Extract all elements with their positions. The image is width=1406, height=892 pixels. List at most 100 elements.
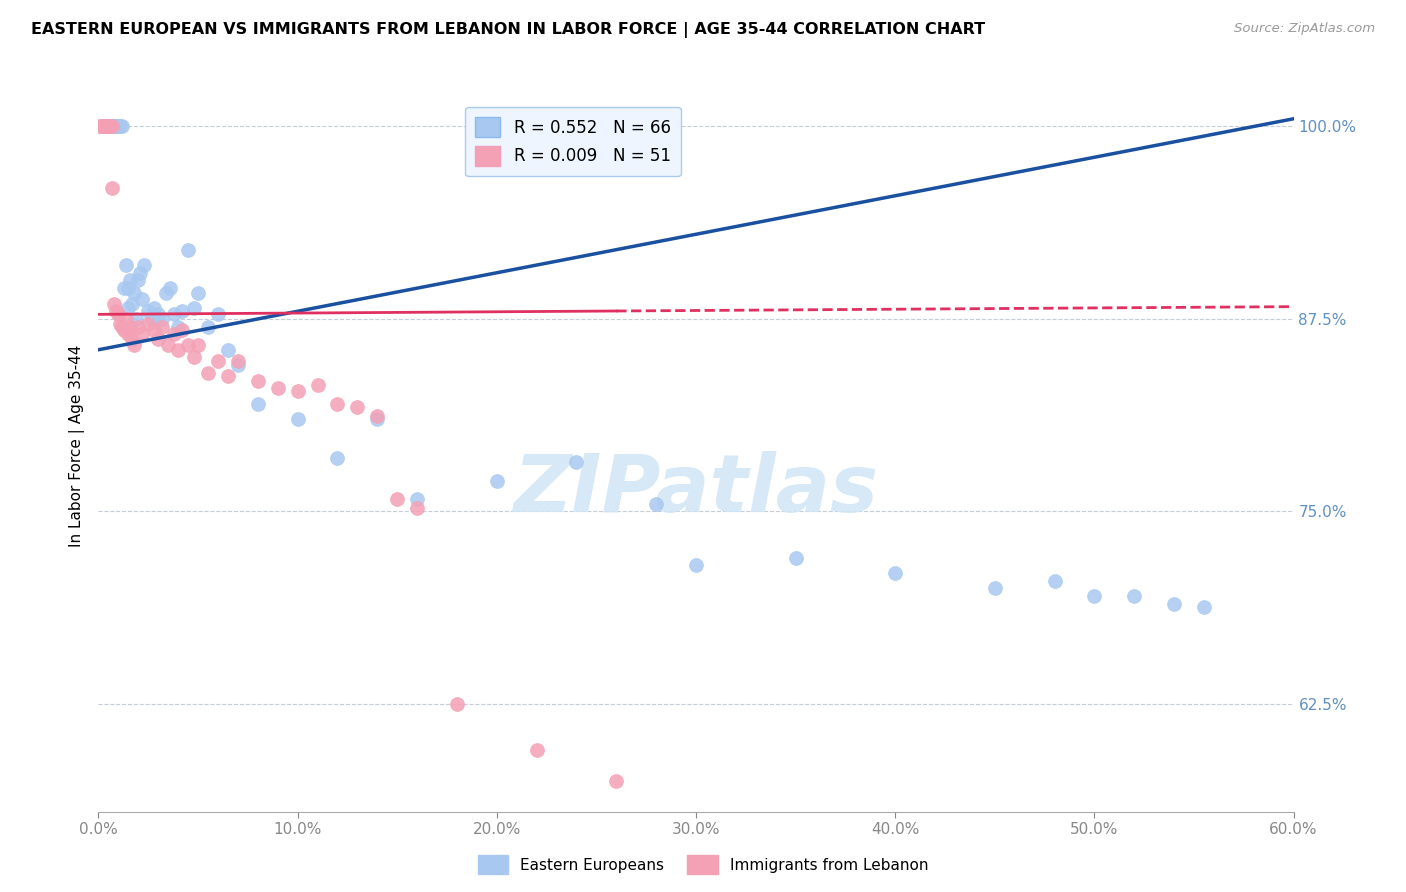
Point — [526, 743, 548, 757]
Point — [645, 497, 668, 511]
Y-axis label: In Labor Force | Age 35-44: In Labor Force | Age 35-44 — [69, 345, 84, 547]
Point — [124, 338, 146, 352]
Point — [105, 120, 128, 134]
Point — [93, 120, 115, 134]
Point — [112, 323, 135, 337]
Point — [97, 120, 120, 134]
Point — [172, 323, 194, 337]
Point — [107, 120, 129, 134]
Point — [110, 120, 132, 134]
Point — [1192, 599, 1215, 614]
Point — [287, 412, 309, 426]
Point — [217, 368, 239, 383]
Point — [110, 317, 132, 331]
Point — [98, 120, 122, 134]
Point — [127, 319, 149, 334]
Point — [97, 120, 120, 134]
Point — [287, 384, 309, 399]
Point — [129, 266, 152, 280]
Point — [97, 120, 120, 134]
Point — [187, 285, 209, 300]
Point — [136, 317, 159, 331]
Point — [163, 307, 186, 321]
Point — [127, 273, 149, 287]
Point — [177, 243, 200, 257]
Point — [446, 697, 468, 711]
Text: ZIPatlas: ZIPatlas — [513, 450, 879, 529]
Point — [326, 397, 349, 411]
Point — [125, 312, 148, 326]
Point — [785, 550, 807, 565]
Point — [1083, 589, 1105, 603]
Point — [884, 566, 907, 580]
Point — [163, 327, 186, 342]
Point — [148, 332, 170, 346]
Point — [131, 327, 153, 342]
Point — [98, 120, 122, 134]
Point — [226, 353, 249, 368]
Point — [120, 273, 142, 287]
Point — [187, 338, 209, 352]
Point — [89, 120, 111, 134]
Point — [207, 307, 229, 321]
Point — [96, 120, 118, 134]
Point — [134, 258, 156, 272]
Point — [121, 332, 143, 346]
Point — [605, 773, 627, 788]
Point — [246, 397, 269, 411]
Point — [307, 378, 329, 392]
Point — [98, 120, 122, 134]
Point — [120, 319, 142, 334]
Legend: R = 0.552   N = 66, R = 0.009   N = 51: R = 0.552 N = 66, R = 0.009 N = 51 — [465, 107, 681, 176]
Point — [115, 258, 138, 272]
Point — [101, 120, 124, 134]
Point — [101, 120, 124, 134]
Point — [685, 558, 707, 573]
Point — [148, 307, 170, 321]
Point — [93, 120, 115, 134]
Point — [117, 327, 139, 342]
Point — [217, 343, 239, 357]
Point — [167, 343, 190, 357]
Point — [91, 120, 114, 134]
Point — [143, 301, 166, 315]
Point — [565, 455, 588, 469]
Point — [197, 366, 219, 380]
Point — [984, 582, 1007, 596]
Point — [107, 120, 129, 134]
Point — [105, 304, 128, 318]
Point — [246, 374, 269, 388]
Point — [155, 285, 177, 300]
Point — [207, 353, 229, 368]
Point — [103, 296, 125, 310]
Point — [107, 307, 129, 321]
Point — [117, 301, 139, 315]
Point — [111, 120, 134, 134]
Point — [385, 492, 409, 507]
Point — [96, 120, 118, 134]
Point — [366, 412, 388, 426]
Point — [89, 120, 111, 134]
Point — [326, 450, 349, 465]
Point — [172, 304, 194, 318]
Point — [105, 120, 128, 134]
Point — [112, 281, 135, 295]
Point — [1123, 589, 1146, 603]
Text: Source: ZipAtlas.com: Source: ZipAtlas.com — [1234, 22, 1375, 36]
Point — [124, 285, 146, 300]
Point — [1043, 574, 1066, 588]
Point — [197, 319, 219, 334]
Point — [485, 474, 508, 488]
Text: EASTERN EUROPEAN VS IMMIGRANTS FROM LEBANON IN LABOR FORCE | AGE 35-44 CORRELATI: EASTERN EUROPEAN VS IMMIGRANTS FROM LEBA… — [31, 22, 986, 38]
Point — [121, 296, 143, 310]
Point — [117, 281, 139, 295]
Point — [157, 338, 180, 352]
Point — [167, 319, 190, 334]
Point — [93, 120, 115, 134]
Point — [91, 120, 114, 134]
Point — [131, 292, 153, 306]
Point — [183, 301, 205, 315]
Point — [143, 323, 166, 337]
Point — [1163, 597, 1185, 611]
Point — [346, 400, 368, 414]
